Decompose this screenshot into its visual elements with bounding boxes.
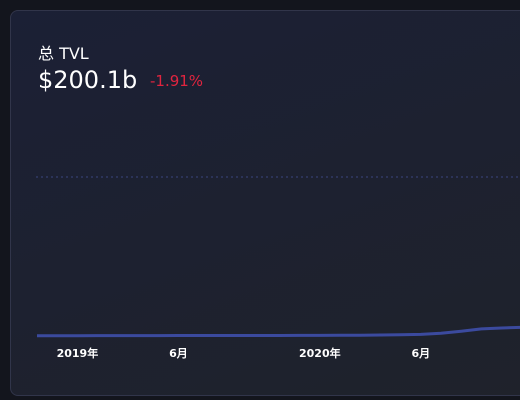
card-title: 总 TVL [38,44,89,63]
x-tick-label: 6月 [169,347,188,360]
x-tick-label: 2019年 [57,346,99,360]
tvl-line [37,325,520,338]
tvl-value: $200.1b [38,66,138,94]
tvl-change: -1.91% [150,72,204,90]
tvl-card [10,10,520,396]
x-tick-label: 2020年 [299,346,341,360]
x-tick-label: 6月 [411,347,430,360]
